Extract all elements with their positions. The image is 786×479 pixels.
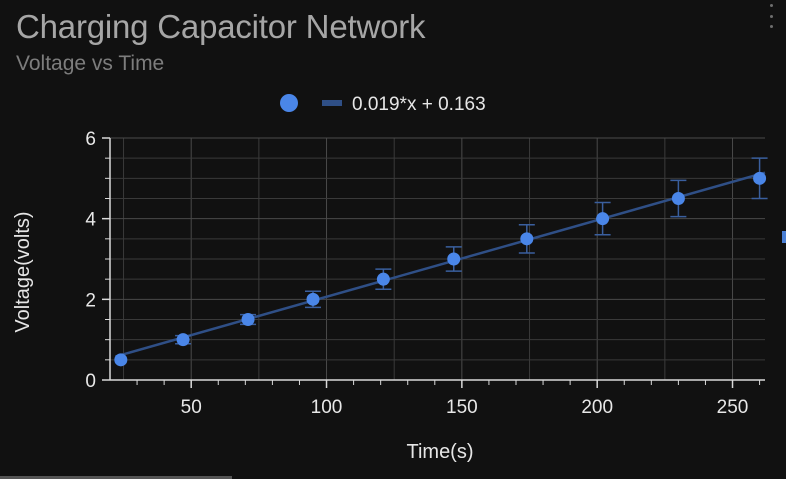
legend-label-fit: 0.019*x + 0.163 [352,94,486,115]
x-axis-label: Time(s) [406,441,473,463]
y-tick-label: 6 [85,129,96,150]
x-tick-labels: 50 100 150 200 250 [181,380,749,418]
y-axis-label: Voltage(volts) [12,211,34,332]
y-tick-label: 4 [85,210,96,231]
data-point [753,171,767,185]
x-tick-label: 150 [446,397,478,418]
data-point [671,192,685,205]
page-title: Charging Capacitor Network [16,8,426,45]
page-subtitle: Voltage vs Time [16,52,165,75]
y-tick-label: 0 [85,371,96,392]
legend-marker-points [280,94,298,112]
chart-grid [110,137,765,381]
x-tick-label: 100 [311,397,343,418]
kebab-menu-icon[interactable] [768,4,774,28]
data-point [596,212,610,226]
chart-axes [109,138,765,381]
x-tick-label: 250 [717,397,749,418]
minor-ticks [105,157,761,385]
scrollbar-thumb[interactable] [0,476,232,479]
legend-marker-fit [322,100,342,106]
side-panel-handle[interactable] [782,231,786,243]
data-point [306,292,320,306]
data-point [447,252,461,266]
x-tick-label: 200 [581,397,613,418]
data-point [176,333,190,347]
fit-line [115,171,766,358]
y-tick-label: 2 [85,290,96,311]
x-tick-label: 50 [181,397,202,418]
data-point [241,313,255,326]
chart-series [114,157,768,367]
y-tick-labels: 0 2 4 6 [85,129,110,392]
data-point [114,353,128,367]
data-point [520,232,534,246]
legend[interactable]: 0.019*x + 0.163 [280,94,486,115]
data-point [376,272,390,286]
